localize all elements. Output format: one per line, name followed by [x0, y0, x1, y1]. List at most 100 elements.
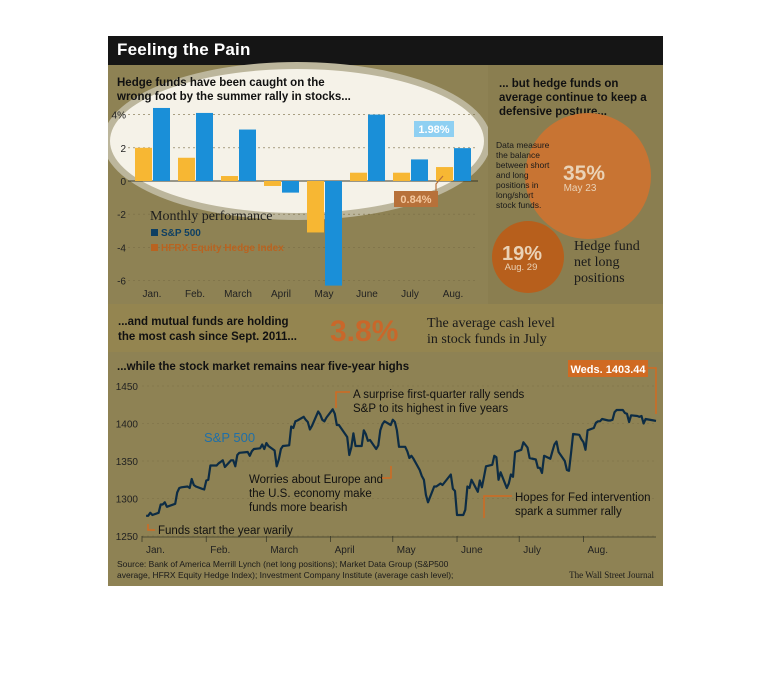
bar-chart-subtitle: Monthly performance	[150, 209, 272, 224]
line-x-tick-label: July	[523, 545, 541, 556]
circle-19-percent	[492, 221, 564, 293]
hfrx-aug-label-box	[394, 191, 438, 207]
annotation-warily-leader	[147, 524, 155, 531]
credit: The Wall Street Journal	[569, 570, 654, 580]
hfrx-bar	[135, 147, 152, 181]
bar-x-tick-label: Jan.	[143, 289, 162, 300]
bar-chart-title-line-2: wrong foot by the summer rally in stocks…	[116, 91, 351, 103]
bar-chart-y-ticks: 4% 2 0 -2 -4 -6	[112, 111, 127, 288]
hfrx-bar	[307, 181, 324, 233]
small-value: 19%	[502, 243, 542, 265]
hfrx-bar	[393, 172, 410, 181]
page-title: Feeling the Pain	[117, 40, 251, 59]
right-panel-heading-line-2: average continue to keep a	[499, 92, 647, 104]
line-chart-x-ticks: Jan. Feb. March April May June July Aug.	[146, 545, 608, 556]
sp500-line	[146, 408, 657, 517]
cash-value: 3.8%	[330, 315, 398, 348]
sp500-bar	[454, 148, 471, 181]
hfrx-bar	[221, 176, 238, 181]
small-label-line-1: Hedge fund	[574, 239, 640, 254]
sp500-bar	[411, 159, 428, 181]
line-series-label: S&P 500	[204, 430, 255, 445]
cash-heading-line-2: the most cash since Sept. 2011...	[118, 331, 297, 343]
hfrx-bar	[178, 157, 195, 181]
hfrx-aug-leader-line	[435, 175, 444, 191]
right-panel-graphics: ... but hedge funds on average continue …	[492, 78, 651, 293]
annotation-fed-leader	[483, 495, 512, 518]
bar-y-tick-label: 2	[120, 144, 126, 155]
sp500-aug-label-box	[414, 121, 454, 137]
sp500-bar	[282, 181, 299, 193]
bar-x-tick-label: July	[401, 289, 419, 300]
hfrx-bar	[264, 181, 281, 186]
line-x-tick-label: March	[270, 545, 298, 556]
line-chart-grid	[141, 385, 656, 542]
annotation-worries-line-2: the U.S. economy make	[249, 488, 372, 500]
bar-chart-bars	[135, 107, 471, 286]
bar-x-tick-label: June	[356, 289, 378, 300]
bar-y-tick-label: 4%	[112, 111, 127, 122]
bar-x-tick-label: March	[224, 289, 252, 300]
note-line-6: long/short	[496, 190, 534, 200]
note-line-1: Data measure	[496, 140, 550, 150]
small-label-line-2: net long	[574, 255, 620, 270]
line-chart-y-ticks: 1450 1400 1350 1300 1250	[116, 382, 139, 543]
line-x-tick-label: April	[335, 545, 355, 556]
sp500-bar	[239, 129, 256, 181]
line-x-tick-label: Feb.	[210, 545, 230, 556]
cash-label-line-1: The average cash level	[427, 316, 555, 331]
note-line-7: stock funds.	[496, 200, 541, 210]
sp500-aug-label: 1.98%	[418, 124, 449, 136]
line-y-tick-label: 1250	[116, 532, 139, 543]
line-y-tick-label: 1400	[116, 420, 139, 431]
sp500-bar	[325, 181, 342, 286]
bar-chart-x-ticks: Jan. Feb. March April May June July Aug.	[143, 289, 464, 300]
title-bar: Feeling the Pain	[108, 36, 663, 65]
bar-x-tick-label: May	[315, 289, 334, 300]
line-x-tick-label: June	[461, 545, 483, 556]
annotation-rally-leader	[335, 391, 350, 408]
legend-swatch-hfrx	[151, 244, 158, 251]
sp500-bar	[368, 114, 385, 181]
cash-label-line-2: in stock funds in July	[427, 332, 547, 347]
cash-band-graphics: ...and mutual funds are holding the most…	[118, 315, 555, 348]
note-line-5: positions in	[496, 180, 539, 190]
annotation-rally-line-2: S&P to its highest in five years	[353, 403, 508, 415]
small-date: Aug. 29	[505, 262, 538, 273]
line-y-tick-label: 1300	[116, 495, 139, 506]
note-line-3: between short	[496, 160, 550, 170]
source-line-2: average, HFRX Equity Hedge Index); Inves…	[117, 570, 453, 580]
line-y-tick-label: 1450	[116, 382, 139, 393]
bar-y-tick-label: -2	[117, 210, 126, 221]
infographic: Feeling the Pain 4% 2 0 -2 -4 -6 Jan. Feb. Marc…	[108, 36, 663, 586]
annotation-warily: Funds start the year warily	[158, 525, 293, 537]
line-y-tick-label: 1350	[116, 457, 139, 468]
line-x-tick-label: May	[397, 545, 416, 556]
bar-y-tick-label: -6	[117, 277, 126, 288]
line-chart-title: ...while the stock market remains near f…	[117, 361, 409, 373]
annotation-worries-line-1: Worries about Europe and	[249, 474, 383, 486]
annotation-worries-leader	[382, 466, 392, 479]
big-value: 35%	[563, 162, 605, 185]
end-label: Weds. 1403.44	[570, 364, 646, 376]
annotation-fed-line-2: spark a summer rally	[515, 506, 622, 518]
note-line-4: and long	[496, 170, 529, 180]
bar-y-tick-label: -4	[117, 243, 126, 254]
legend-label-hfrx: HFRX Equity Hedge Index	[161, 243, 284, 254]
cash-heading-line-1: ...and mutual funds are holding	[118, 316, 289, 328]
annotation-fed-line-1: Hopes for Fed intervention	[515, 492, 651, 504]
annotation-rally-line-1: A surprise first-quarter rally sends	[353, 389, 525, 401]
hfrx-aug-label: 0.84%	[400, 194, 431, 206]
bar-x-tick-label: Aug.	[443, 289, 464, 300]
end-label-leader	[648, 367, 657, 414]
circle-35-percent	[525, 113, 651, 239]
end-label-box	[568, 360, 648, 377]
line-x-tick-label: Jan.	[146, 545, 165, 556]
cash-band	[108, 304, 663, 352]
hfrx-bar	[436, 167, 453, 181]
line-chart: ...while the stock market remains near f…	[116, 360, 657, 580]
source-line-1: Source: Bank of America Merrill Lynch (n…	[117, 559, 449, 569]
sp500-bar	[196, 112, 213, 181]
small-label-line-3: positions	[574, 271, 625, 286]
highlight-ellipse	[108, 62, 491, 220]
